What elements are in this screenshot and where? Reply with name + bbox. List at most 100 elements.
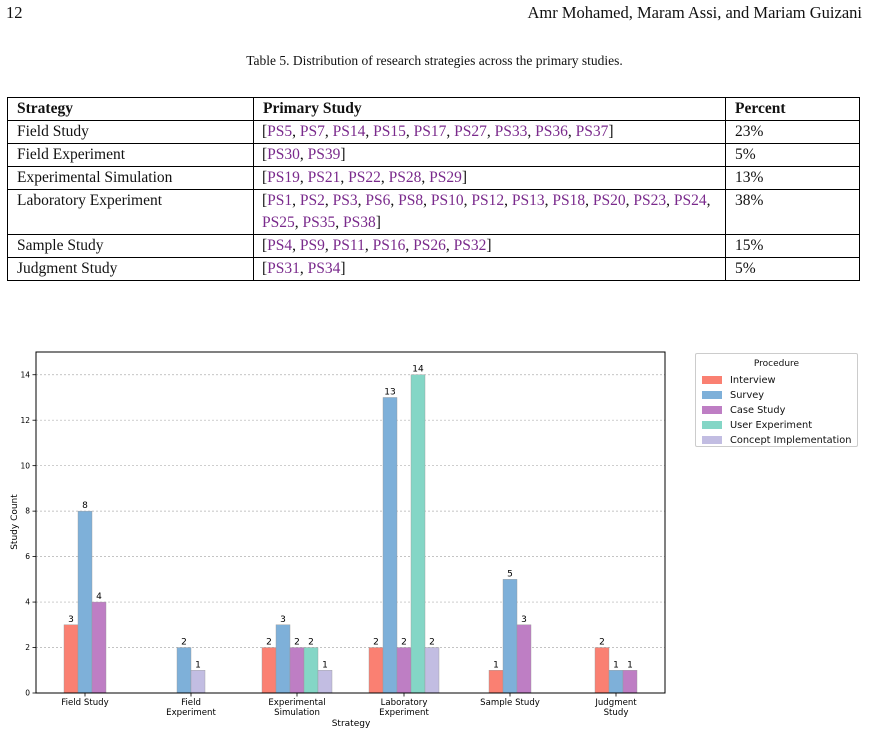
primary-study-link[interactable]: PS7: [299, 123, 325, 140]
table-row: Field Experiment [PS30, PS39] 5%: [7, 143, 860, 167]
primary-study-link[interactable]: PS29: [429, 169, 462, 186]
primary-study-link[interactable]: PS15: [373, 123, 406, 140]
primary-study-cell: [PS31, PS34]: [253, 257, 726, 281]
bar-value-label: 14: [412, 365, 424, 375]
bar-value-label: 3: [521, 615, 527, 625]
x-tick-label: Judgment: [594, 698, 637, 708]
bar: [502, 579, 518, 694]
x-tick-label: Study: [604, 708, 629, 718]
bar: [382, 397, 398, 694]
percent-cell: 13%: [725, 166, 860, 190]
bar-value-label: 1: [613, 660, 619, 670]
primary-study-link[interactable]: PS11: [332, 237, 365, 254]
running-head-authors: Amr Mohamed, Maram Assi, and Mariam Guiz…: [527, 3, 862, 22]
primary-study-link[interactable]: PS39: [307, 146, 341, 163]
primary-study-link[interactable]: PS37: [575, 123, 609, 140]
percent-cell: 5%: [725, 143, 860, 167]
bar: [289, 647, 305, 694]
legend-item: Concept Implementation: [702, 434, 851, 446]
legend-label: Survey: [730, 389, 765, 401]
bar: [176, 647, 192, 694]
primary-study-link[interactable]: PS38: [343, 214, 376, 231]
primary-study-link[interactable]: PS9: [299, 237, 325, 254]
primary-study-link[interactable]: PS26: [413, 237, 446, 254]
x-tick-label: Experimental: [268, 698, 325, 708]
strategy-cell: Sample Study: [7, 234, 254, 258]
primary-study-link[interactable]: PS35: [302, 214, 336, 231]
primary-study-link[interactable]: PS17: [413, 123, 447, 140]
strategy-cell: Experimental Simulation: [7, 166, 254, 190]
primary-study-link[interactable]: PS6: [365, 192, 391, 209]
legend-label: User Experiment: [730, 419, 813, 431]
bar: [91, 601, 107, 694]
primary-study-link[interactable]: PS23: [633, 192, 667, 209]
plot-area-frame: [35, 351, 666, 694]
primary-study-link[interactable]: PS3: [332, 192, 358, 209]
primary-study-link[interactable]: PS22: [348, 169, 381, 186]
primary-study-link[interactable]: PS33: [494, 123, 528, 140]
bar: [622, 670, 638, 694]
primary-study-link[interactable]: PS20: [592, 192, 626, 209]
primary-study-link[interactable]: PS25: [262, 214, 295, 231]
primary-study-link[interactable]: PS1: [267, 192, 293, 209]
primary-study-link[interactable]: PS36: [535, 123, 568, 140]
x-tick-label: Field Study: [61, 698, 108, 708]
primary-study-link[interactable]: PS18: [552, 192, 586, 209]
primary-study-cell: [PS30, PS39]: [253, 143, 726, 167]
y-tick-label: 4: [25, 598, 30, 607]
bar-value-label: 4: [96, 592, 102, 602]
bar-value-label: 2: [266, 638, 272, 648]
x-tick-label: Field: [181, 698, 201, 708]
primary-study-link[interactable]: PS21: [307, 169, 341, 186]
percent-cell: 38%: [725, 189, 860, 235]
bar: [77, 510, 93, 694]
y-tick-label: 2: [25, 643, 30, 652]
bar: [190, 670, 206, 694]
x-tick-label: Experiment: [379, 708, 429, 718]
table-row: Sample Study [PS4, PS9, PS11, PS16, PS26,…: [7, 234, 860, 258]
primary-study-link[interactable]: PS31: [267, 260, 300, 277]
bar-value-label: 5: [507, 569, 513, 579]
strategy-cell: Field Experiment: [7, 143, 254, 167]
bar-value-label: 3: [280, 615, 286, 625]
primary-study-link[interactable]: PS19: [267, 169, 300, 186]
primary-study-link[interactable]: PS2: [299, 192, 325, 209]
bar: [261, 647, 277, 694]
primary-study-link[interactable]: PS8: [398, 192, 424, 209]
bar-value-label: 1: [493, 660, 499, 670]
primary-study-link[interactable]: PS13: [511, 192, 545, 209]
bar-value-label: 2: [373, 638, 379, 648]
table-row: Judgment Study [PS31, PS34] 5%: [7, 257, 860, 281]
legend-label: Case Study: [730, 404, 786, 416]
primary-study-cell: [PS19, PS21, PS22, PS28, PS29]: [253, 166, 726, 190]
y-tick-label: 0: [25, 689, 30, 698]
bar: [488, 670, 504, 694]
table-caption: Table 5. Distribution of research strate…: [246, 53, 623, 68]
primary-study-link[interactable]: PS32: [453, 237, 487, 254]
chart-bars: [63, 374, 638, 694]
page-number: 12: [6, 3, 23, 22]
primary-study-link[interactable]: PS5: [267, 123, 293, 140]
primary-study-link[interactable]: PS30: [267, 146, 300, 163]
primary-study-link[interactable]: PS27: [454, 123, 487, 140]
x-tick-label: Sample Study: [480, 698, 540, 708]
primary-study-link[interactable]: PS14: [332, 123, 366, 140]
primary-study-cell: [PS4, PS9, PS11, PS16, PS26, PS32]: [253, 234, 726, 258]
y-tick-label: 8: [25, 507, 30, 516]
bar: [63, 624, 79, 694]
bar: [424, 647, 440, 694]
primary-study-link[interactable]: PS4: [267, 237, 293, 254]
primary-study-link[interactable]: PS10: [430, 192, 464, 209]
bar-value-label: 2: [294, 638, 300, 648]
percent-cell: 23%: [725, 120, 860, 144]
strategy-table: Strategy Primary Study Percent Field Stu…: [7, 97, 860, 281]
bar-value-label: 2: [429, 638, 435, 648]
primary-study-link[interactable]: PS16: [372, 237, 406, 254]
primary-study-link[interactable]: PS24: [673, 192, 707, 209]
table-header-row: Strategy Primary Study Percent: [7, 97, 860, 121]
primary-study-link[interactable]: PS28: [388, 169, 422, 186]
legend-swatch: [702, 391, 722, 399]
primary-study-link[interactable]: PS34: [307, 260, 341, 277]
primary-study-link[interactable]: PS12: [471, 192, 505, 209]
